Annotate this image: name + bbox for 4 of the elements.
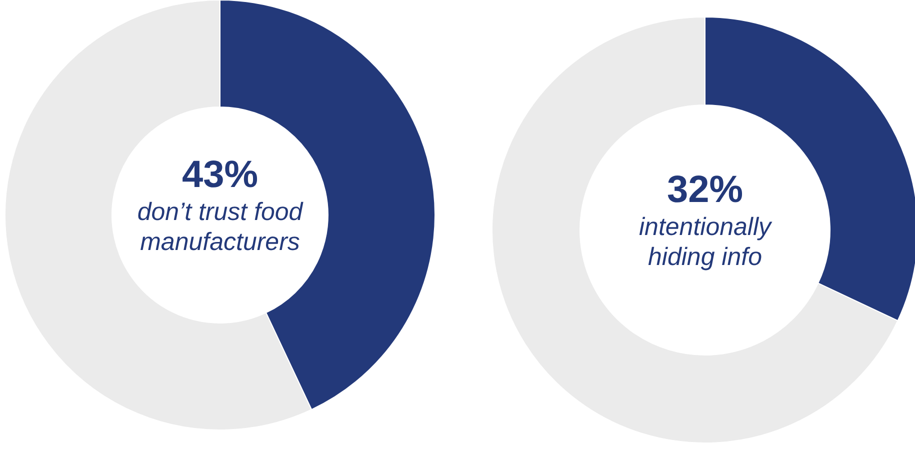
text: don’t trust food manufacturers — [137, 198, 304, 256]
data-label: 43% — [182, 154, 258, 196]
text: intentionally hiding info — [638, 213, 773, 271]
data-label: 32% — [666, 169, 744, 211]
